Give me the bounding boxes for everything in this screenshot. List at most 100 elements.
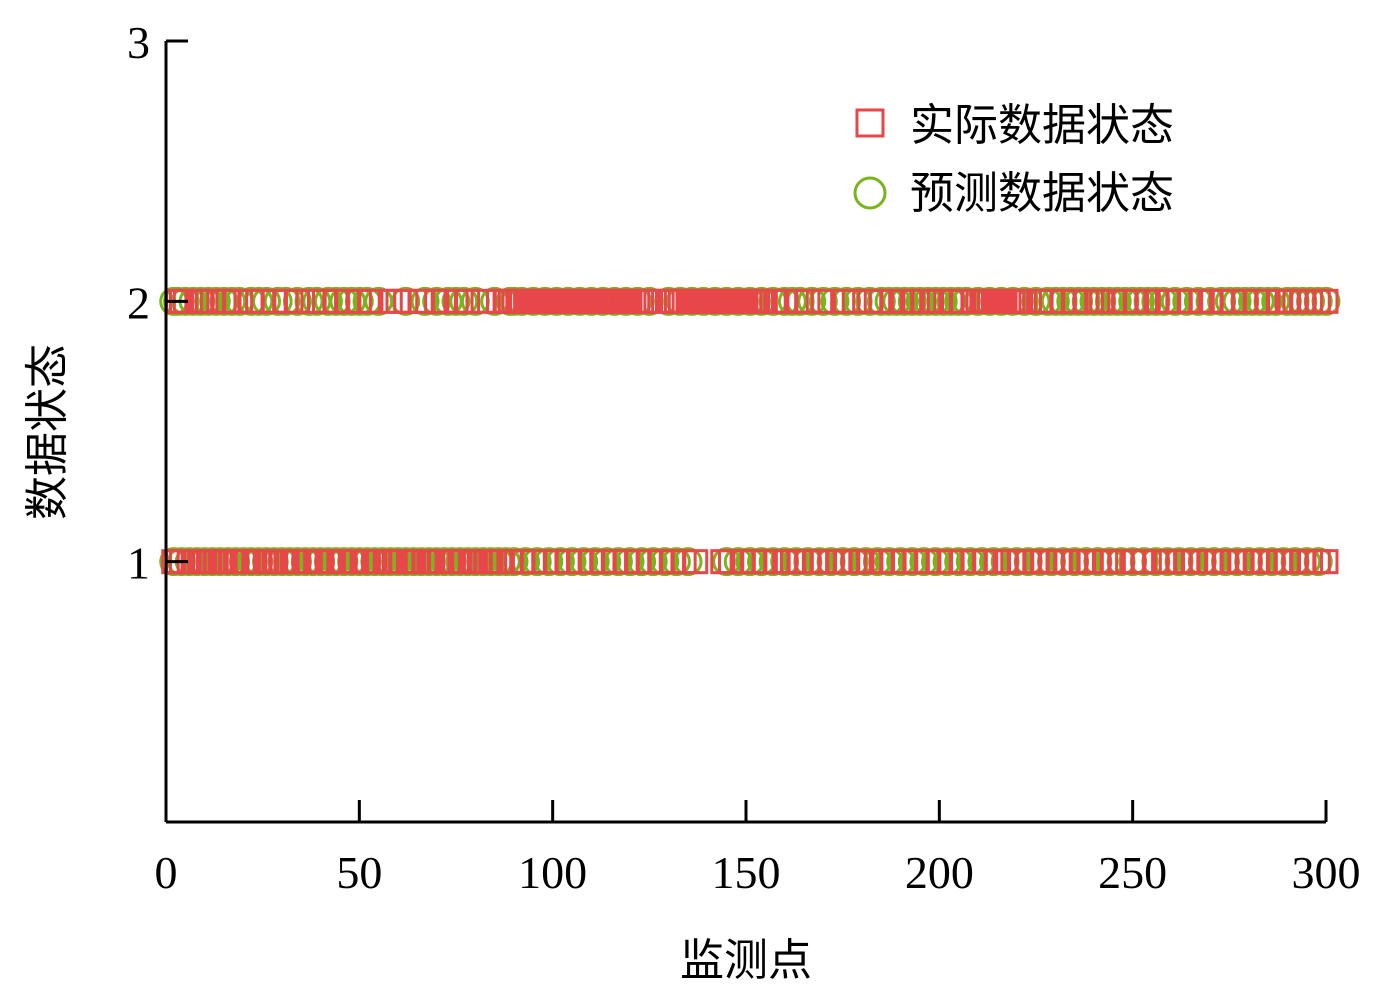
predicted-point (491, 547, 521, 577)
predicted-point (955, 547, 985, 577)
predicted-point (1071, 547, 1101, 577)
predicted-point (897, 286, 927, 316)
predicted-point (723, 547, 753, 577)
x-axis-title: 监测点 (680, 935, 812, 984)
actual-point (1313, 288, 1339, 314)
predicted-point (874, 547, 904, 577)
predicted-point (201, 286, 231, 316)
predicted-point (344, 547, 374, 577)
predicted-point (603, 547, 633, 577)
predicted-point (1079, 286, 1109, 316)
predicted-point (368, 547, 398, 577)
y-tick-label: 3 (127, 17, 150, 68)
predicted-point (1222, 547, 1252, 577)
predicted-point (820, 286, 850, 316)
actual-point (841, 288, 867, 314)
predicted-point (932, 547, 962, 577)
legend-square-marker (855, 108, 885, 138)
predicted-point (445, 547, 475, 577)
predicted-point (781, 547, 811, 577)
predicted-point (1025, 547, 1055, 577)
predicted-point (1176, 547, 1206, 577)
y-tick-label: 2 (127, 277, 150, 328)
predicted-point (661, 547, 691, 577)
predicted-point (758, 547, 788, 577)
predicted-point (928, 286, 958, 316)
predicted-point (909, 547, 939, 577)
predicted-point (828, 547, 858, 577)
predicted-point (920, 547, 950, 577)
legend-circle-marker (853, 176, 887, 210)
actual-point (810, 288, 836, 314)
x-tick-label: 300 (1292, 847, 1361, 898)
actual-point (393, 288, 419, 314)
predicted-point (735, 547, 765, 577)
axis-tick-labels: 0 50 100 150 200 250 300 1 2 3 (127, 17, 1361, 898)
predicted-point (897, 547, 927, 577)
x-tick-label: 100 (518, 847, 587, 898)
actual-point (1011, 288, 1037, 314)
predicted-point (545, 547, 575, 577)
predicted-point (534, 547, 564, 577)
predicted-point (1268, 547, 1298, 577)
predicted-point (882, 286, 912, 316)
predicted-point (1048, 547, 1078, 577)
predicted-point (476, 547, 506, 577)
actual-point (455, 288, 481, 314)
predicted-point (429, 547, 459, 577)
predicted-point (252, 286, 282, 316)
state1-marks-layer (159, 547, 1339, 577)
predicted-point (712, 547, 742, 577)
predicted-point (406, 547, 436, 577)
predicted-point (1160, 286, 1190, 316)
x-tick-label: 0 (155, 847, 178, 898)
predicted-point (313, 286, 343, 316)
predicted-point (557, 547, 587, 577)
predicted-point (1245, 547, 1275, 577)
predicted-point (449, 286, 479, 316)
legend: 实际数据状态 预测数据状态 (853, 100, 1174, 219)
predicted-point (1199, 547, 1229, 577)
predicted-point (866, 286, 896, 316)
actual-point (683, 549, 709, 575)
legend-label-predicted: 预测数据状态 (910, 168, 1174, 219)
x-tick-label: 200 (905, 847, 974, 898)
actual-point (1290, 288, 1316, 314)
predicted-point (1040, 286, 1070, 316)
actual-point (1298, 288, 1324, 314)
y-axis-title: 数据状态 (22, 344, 73, 520)
predicted-point (1292, 547, 1322, 577)
predicted-point (777, 286, 807, 316)
predicted-point (592, 547, 622, 577)
predicted-point (580, 547, 610, 577)
predicted-point (391, 286, 421, 316)
predicted-point (797, 286, 827, 316)
x-tick-label: 50 (336, 847, 382, 898)
axis-ticks (164, 39, 1328, 822)
predicted-point (441, 286, 471, 316)
predicted-point (1125, 286, 1155, 316)
predicted-point (1214, 286, 1244, 316)
predicted-point (410, 286, 440, 316)
predicted-point (638, 547, 668, 577)
predicted-point (944, 547, 974, 577)
predicted-point (804, 547, 834, 577)
predicted-point (978, 547, 1008, 577)
predicted-point (298, 547, 328, 577)
predicted-point (522, 547, 552, 577)
predicted-point (851, 547, 881, 577)
predicted-point (321, 547, 351, 577)
predicted-point (263, 286, 293, 316)
predicted-point (1222, 286, 1252, 316)
predicted-point (808, 286, 838, 316)
predicted-point (1056, 286, 1086, 316)
predicted-point (673, 547, 703, 577)
predicted-point (1238, 286, 1268, 316)
predicted-point (1102, 286, 1132, 316)
predicted-point (329, 286, 359, 316)
actual-point (223, 288, 249, 314)
predicted-point (569, 547, 599, 577)
predicted-point (1149, 286, 1179, 316)
y-tick-label: 1 (127, 538, 150, 589)
